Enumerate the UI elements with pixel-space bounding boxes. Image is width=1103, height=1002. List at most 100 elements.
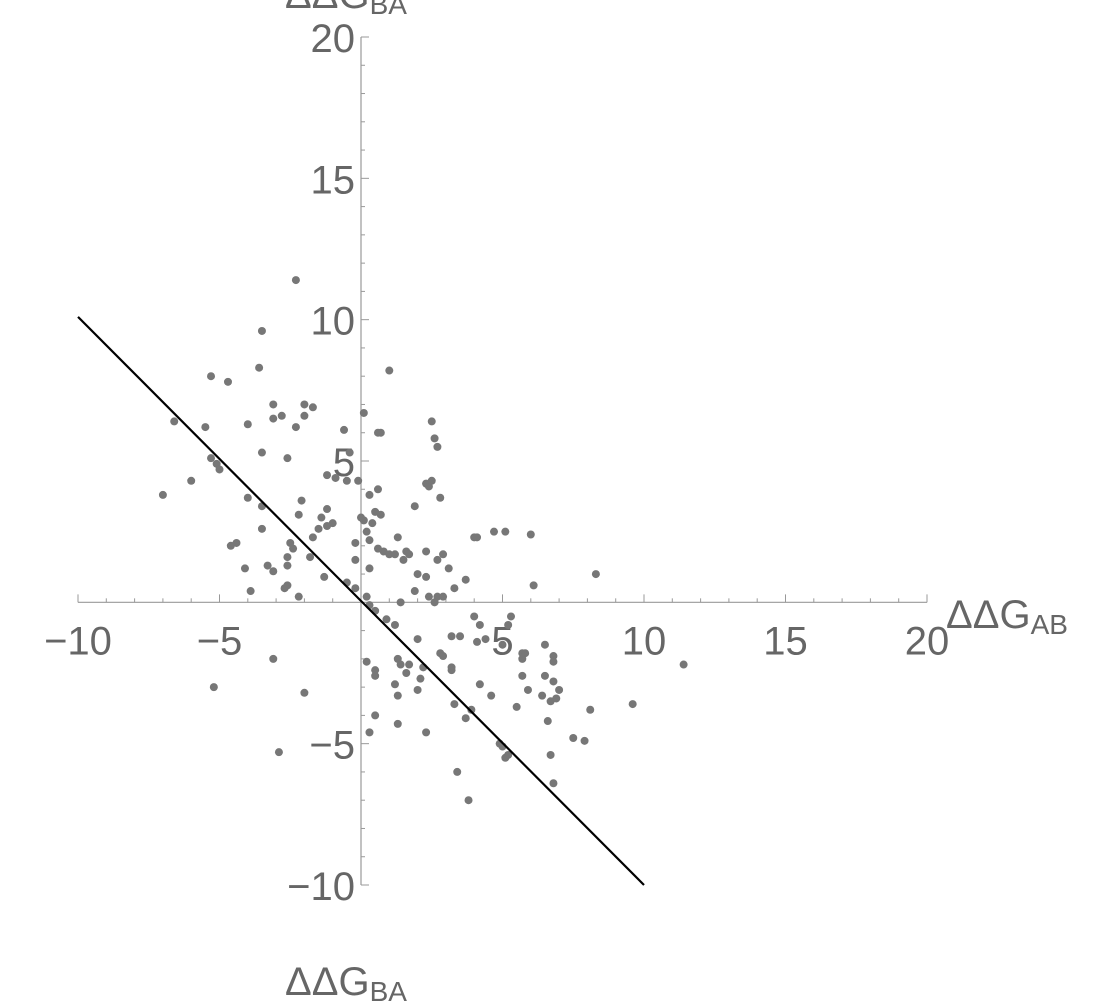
data-point xyxy=(209,683,218,692)
data-point xyxy=(385,550,394,559)
data-point xyxy=(340,425,349,434)
data-point xyxy=(323,522,332,531)
data-point xyxy=(540,671,549,680)
data-point xyxy=(512,702,521,711)
data-point xyxy=(393,719,402,728)
data-point xyxy=(405,660,414,669)
data-point xyxy=(331,473,340,482)
data-point xyxy=(269,414,278,423)
reference-line xyxy=(77,316,645,886)
data-point xyxy=(243,420,252,429)
data-point xyxy=(529,581,538,590)
data-point xyxy=(323,471,332,480)
data-points xyxy=(158,276,688,805)
data-point xyxy=(424,592,433,601)
data-point xyxy=(501,753,510,762)
data-point xyxy=(461,714,470,723)
data-point xyxy=(300,400,309,409)
data-point xyxy=(439,592,448,601)
data-point xyxy=(467,705,476,714)
data-point xyxy=(351,538,360,547)
x-axis-title: ΔΔGAB xyxy=(946,593,1068,640)
data-point xyxy=(679,660,688,669)
data-point xyxy=(201,423,210,432)
data-point xyxy=(385,366,394,375)
data-point xyxy=(402,669,411,677)
data-point xyxy=(207,454,216,463)
data-point xyxy=(269,654,278,663)
data-point xyxy=(427,476,436,485)
data-point xyxy=(390,550,399,559)
data-point xyxy=(475,620,484,629)
data-point xyxy=(628,700,637,709)
data-point xyxy=(373,544,382,553)
data-point xyxy=(371,671,380,680)
data-point xyxy=(300,688,309,697)
data-point xyxy=(255,363,264,372)
data-point xyxy=(368,519,377,528)
data-point xyxy=(362,657,371,666)
data-point xyxy=(518,654,527,663)
data-point xyxy=(396,598,405,607)
y-tick-label: −10 xyxy=(287,865,355,909)
data-point xyxy=(552,694,561,703)
data-point xyxy=(232,538,241,547)
data-point xyxy=(223,377,232,386)
data-point xyxy=(487,691,496,700)
data-point xyxy=(447,666,456,675)
data-point xyxy=(323,505,332,514)
data-point xyxy=(240,564,249,573)
data-point xyxy=(376,428,385,437)
data-point xyxy=(549,677,558,686)
data-point xyxy=(430,434,439,443)
data-point xyxy=(422,572,431,581)
data-point xyxy=(456,632,465,641)
data-point xyxy=(413,685,422,694)
data-point xyxy=(382,615,391,624)
data-point xyxy=(538,691,547,700)
data-point xyxy=(453,767,462,776)
data-point xyxy=(187,476,196,485)
data-point xyxy=(362,527,371,536)
data-point xyxy=(365,536,374,545)
x-tick-label: −5 xyxy=(197,619,243,663)
data-point xyxy=(470,612,479,621)
data-point xyxy=(294,510,303,519)
data-point xyxy=(546,750,555,759)
data-point xyxy=(269,400,278,409)
data-point xyxy=(433,555,442,564)
data-point xyxy=(289,544,298,553)
data-point xyxy=(439,652,448,661)
data-point xyxy=(586,705,595,714)
data-point xyxy=(473,637,482,646)
data-point xyxy=(540,640,549,649)
data-point xyxy=(362,592,371,601)
data-point xyxy=(439,550,448,559)
data-point xyxy=(461,575,470,584)
data-point xyxy=(277,411,286,420)
data-point xyxy=(351,584,360,593)
data-point xyxy=(591,570,600,579)
data-point xyxy=(283,553,292,562)
data-point xyxy=(371,666,380,675)
data-point xyxy=(306,553,315,562)
x-tick-label: 20 xyxy=(905,619,950,663)
data-point xyxy=(422,547,431,556)
data-point xyxy=(291,423,300,432)
data-point xyxy=(430,598,439,607)
data-point xyxy=(481,635,490,644)
data-point xyxy=(351,555,360,564)
data-point xyxy=(504,620,513,629)
data-point xyxy=(413,635,422,644)
data-point xyxy=(549,652,558,661)
data-point xyxy=(317,513,326,522)
data-point xyxy=(526,530,535,539)
y-tick-label: 10 xyxy=(311,300,356,344)
data-point xyxy=(580,736,589,745)
data-point xyxy=(308,533,317,542)
data-point xyxy=(314,524,323,533)
data-point xyxy=(523,685,532,694)
reference-line-group xyxy=(77,316,645,886)
